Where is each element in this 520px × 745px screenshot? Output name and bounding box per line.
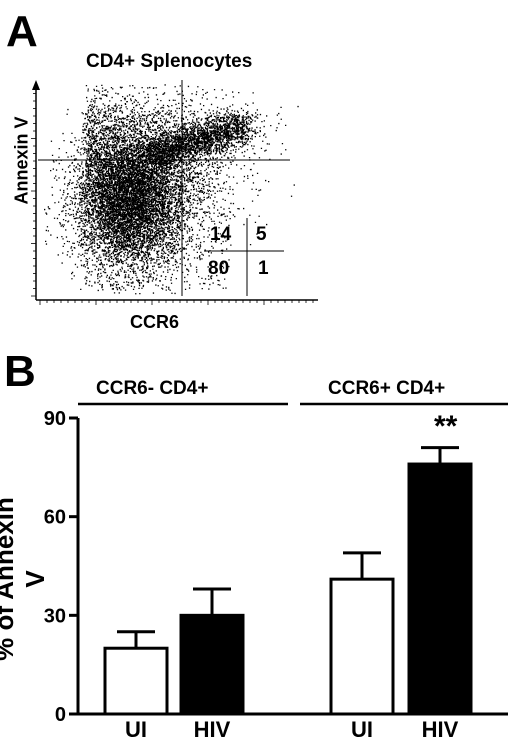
group-label-ccr6-neg: CCR6- CD4+: [96, 378, 209, 399]
bar-category-label: UI: [351, 717, 373, 742]
bar-y-axis-label: % of Annexin V: [0, 489, 51, 669]
flow-axis-ticks: [31, 93, 314, 305]
flow-y-axis-arrow: [32, 80, 40, 90]
panel-b-letter: B: [4, 347, 36, 396]
quadrant-upper-right-value: 5: [256, 224, 267, 245]
bar-ui-ccr6-pos: [329, 577, 395, 716]
quadrant-lower-right-value: 1: [258, 258, 269, 279]
flow-x-axis-label: CCR6: [130, 312, 180, 332]
group-label-ccr6-pos: CCR6+ CD4+: [328, 378, 446, 399]
bar-category-label: HIV: [193, 717, 231, 742]
quadrant-lower-left-value: 80: [208, 258, 230, 279]
bar-y-tick-label: 0: [55, 704, 66, 726]
bar-y-tick-label: 90: [44, 408, 66, 430]
bar-y-tick-label: 30: [44, 605, 66, 627]
bar-y-axis-label-text: % of Annexin V: [0, 497, 50, 661]
bar-category-label: HIV: [421, 717, 459, 742]
flow-dots: [44, 84, 299, 295]
bar-y-tick-label: 60: [44, 507, 66, 529]
bar-category-label: UI: [125, 717, 147, 742]
flow-cytometry-plot: [31, 80, 318, 305]
quadrant-upper-left-value: 14: [210, 224, 232, 245]
significance-marker: **: [434, 410, 458, 443]
bar-hiv-ccr6-neg: [179, 613, 245, 716]
bar-ui-ccr6-neg: [103, 646, 169, 716]
bar-hiv-ccr6-pos: [407, 462, 473, 716]
flow-dot-cloud: [44, 84, 299, 295]
panel-a-letter: A: [6, 7, 38, 56]
flow-plot-title: CD4+ Splenocytes: [86, 51, 253, 72]
